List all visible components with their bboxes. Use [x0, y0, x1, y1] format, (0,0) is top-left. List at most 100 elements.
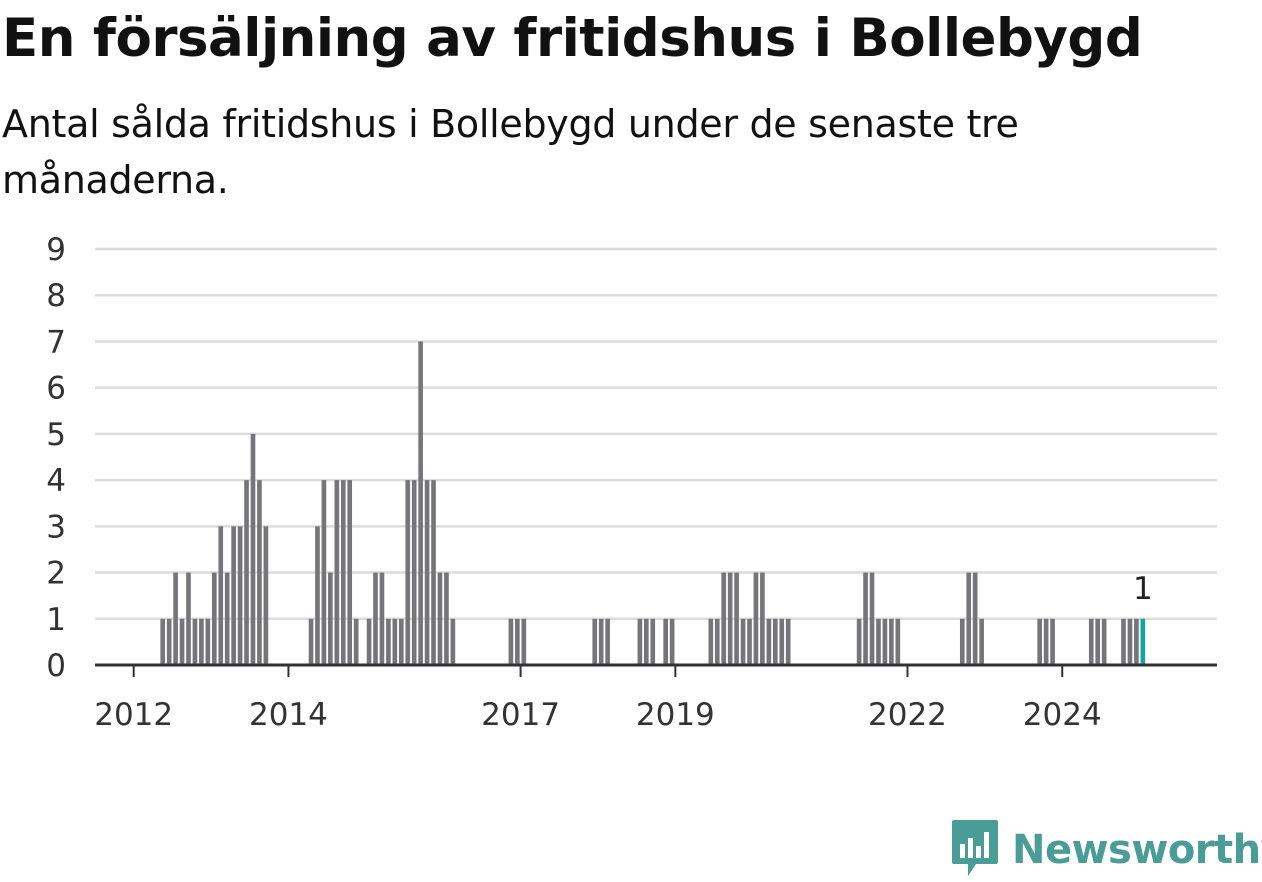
y-tick-label: 9 — [46, 232, 66, 268]
bar — [979, 618, 984, 665]
bar — [1043, 618, 1049, 665]
bar — [353, 618, 359, 665]
bar-chart-speech-bubble-icon — [952, 820, 998, 876]
bar — [889, 618, 894, 665]
bar — [373, 572, 378, 665]
bar — [1050, 618, 1055, 665]
bar — [644, 618, 649, 665]
bar — [411, 480, 417, 665]
bar — [856, 618, 862, 665]
bar — [972, 572, 978, 665]
highlight-data-label: 1 — [1133, 571, 1153, 607]
x-axis-ticks: 2012 2014 2017 2019 2022 2024 — [94, 665, 1102, 733]
y-tick-label: 6 — [46, 371, 66, 407]
bar — [1088, 618, 1094, 665]
bar — [315, 526, 320, 665]
bar — [650, 618, 656, 665]
gridlines — [95, 247, 1217, 621]
bar — [1095, 618, 1101, 665]
bar — [386, 618, 391, 665]
bar — [211, 572, 217, 665]
bar — [637, 618, 643, 665]
bar-highlighted — [1140, 618, 1146, 665]
bar — [785, 618, 791, 665]
y-axis-ticks: 0 1 2 3 4 5 6 7 8 9 — [46, 232, 66, 684]
bar — [192, 618, 198, 665]
x-tick-label: 2017 — [481, 697, 560, 733]
bar — [1121, 618, 1126, 665]
bar — [186, 572, 191, 665]
bar — [405, 480, 411, 665]
bar — [379, 572, 385, 665]
bar — [160, 618, 166, 665]
bar — [450, 618, 456, 665]
bar — [392, 618, 398, 665]
y-tick-label: 3 — [46, 509, 66, 545]
chart-subtitle: Antal sålda fritidshus i Bollebygd under… — [2, 102, 1019, 202]
bar — [605, 618, 610, 665]
bar — [515, 618, 520, 665]
bar — [598, 618, 604, 665]
newsworthy-logo: Newsworthy — [950, 818, 1262, 882]
bar — [218, 526, 224, 665]
bar — [966, 572, 972, 665]
bar — [734, 572, 739, 665]
bar — [424, 480, 430, 665]
bar — [347, 480, 353, 665]
bar — [1101, 618, 1107, 665]
bar — [398, 618, 404, 665]
bar — [669, 618, 675, 665]
x-tick-label: 2022 — [868, 697, 947, 733]
bar — [779, 618, 785, 665]
bar — [328, 572, 333, 665]
bar — [418, 341, 423, 665]
bars — [160, 341, 1146, 665]
bar — [257, 480, 262, 665]
bar — [231, 526, 236, 665]
bar — [237, 526, 243, 665]
bar — [721, 572, 727, 665]
bar — [708, 618, 714, 665]
bar — [321, 480, 327, 665]
bar — [772, 618, 778, 665]
x-tick-label: 2012 — [94, 697, 173, 733]
bar — [869, 572, 875, 665]
bar — [876, 618, 881, 665]
bar — [250, 433, 256, 665]
bar — [882, 618, 888, 665]
bar — [760, 572, 765, 665]
y-tick-label: 2 — [46, 556, 66, 592]
bar — [340, 480, 346, 665]
bar — [431, 480, 436, 665]
x-tick-label: 2014 — [249, 697, 328, 733]
bar — [224, 572, 230, 665]
bar — [263, 526, 269, 665]
x-tick-label: 2019 — [636, 697, 715, 733]
bar — [205, 618, 211, 665]
bar — [366, 618, 372, 665]
bar — [437, 572, 443, 665]
bar — [766, 618, 772, 665]
bar — [727, 572, 733, 665]
bar — [199, 618, 204, 665]
y-tick-label: 8 — [46, 278, 66, 314]
y-tick-label: 4 — [46, 463, 66, 499]
bar — [173, 572, 178, 665]
bar — [714, 618, 720, 665]
bar — [753, 572, 759, 665]
y-tick-label: 1 — [46, 602, 66, 638]
y-tick-label: 5 — [46, 417, 66, 453]
bar — [521, 618, 527, 665]
x-tick-label: 2024 — [1023, 697, 1102, 733]
annotations: 1 — [1133, 571, 1153, 607]
bar — [740, 618, 746, 665]
bar — [895, 618, 901, 665]
bar — [334, 480, 340, 665]
bar — [592, 618, 598, 665]
bar — [1037, 618, 1042, 665]
chart-title: En försäljning av fritidshus i Bollebygd — [2, 8, 1143, 69]
bar — [444, 572, 449, 665]
y-tick-label: 7 — [46, 324, 66, 360]
bar — [663, 618, 668, 665]
